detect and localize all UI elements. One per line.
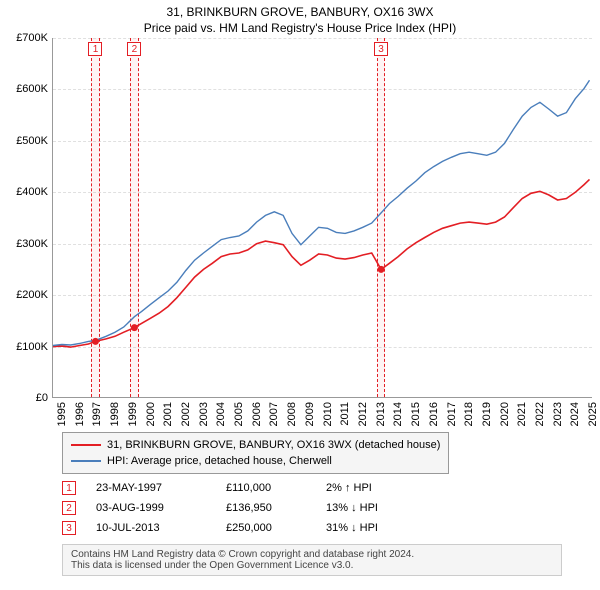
x-tick-label: 2021	[516, 402, 528, 426]
y-tick-label: £300K	[16, 238, 48, 250]
x-axis: 1995 1996 1997 1998 1999 2000 2001 2002 2003 2004…	[52, 398, 592, 426]
x-tick-label: 2011	[339, 402, 351, 426]
x-tick-label: 2017	[446, 402, 458, 426]
y-tick-label: £0	[36, 392, 48, 404]
x-tick-label: 2013	[375, 402, 387, 426]
events-table: 1 23-MAY-1997£110,0002% ↑ HPI 2 03-AUG-1999…	[62, 478, 426, 538]
legend-label: HPI: Average price, detached house, Cher…	[107, 455, 332, 467]
attribution-footer: Contains HM Land Registry data © Crown c…	[62, 544, 562, 576]
x-tick-label: 2010	[322, 402, 334, 426]
x-tick-label: 2024	[569, 402, 581, 426]
chart-title-address: 31, BRINKBURN GROVE, BANBURY, OX16 3WX	[0, 4, 600, 20]
footer-line-1: Contains HM Land Registry data © Crown c…	[71, 549, 553, 560]
x-tick-label: 2001	[162, 402, 174, 426]
x-tick-label: 2015	[410, 402, 422, 426]
x-tick-label: 2014	[392, 402, 404, 426]
y-tick-label: £400K	[16, 186, 48, 198]
y-tick-label: £700K	[16, 32, 48, 44]
chart-area: £0£100K£200K£300K£400K£500K£600K£700K 12…	[0, 38, 600, 426]
event-number-badge: 2	[62, 501, 76, 515]
series-line-property	[53, 179, 590, 347]
x-tick-label: 2016	[428, 402, 440, 426]
event-price: £110,000	[226, 482, 326, 494]
event-price: £250,000	[226, 522, 326, 534]
y-tick-label: £100K	[16, 341, 48, 353]
y-tick-label: £600K	[16, 83, 48, 95]
series-svg	[53, 38, 593, 398]
legend-label: 31, BRINKBURN GROVE, BANBURY, OX16 3WX (…	[107, 439, 440, 451]
y-axis: £0£100K£200K£300K£400K£500K£600K£700K	[0, 38, 52, 426]
event-point	[131, 324, 138, 331]
x-tick-label: 2004	[215, 402, 227, 426]
x-tick-label: 2020	[499, 402, 511, 426]
x-tick-label: 1999	[127, 402, 139, 426]
chart-title-block: 31, BRINKBURN GROVE, BANBURY, OX16 3WX P…	[0, 0, 600, 36]
x-tick-label: 2023	[552, 402, 564, 426]
event-table-row: 1 23-MAY-1997£110,0002% ↑ HPI	[62, 478, 426, 498]
x-tick-label: 2002	[180, 402, 192, 426]
event-table-row: 3 10-JUL-2013£250,00031% ↓ HPI	[62, 518, 426, 538]
event-date: 10-JUL-2013	[96, 522, 226, 534]
x-tick-label: 1998	[109, 402, 121, 426]
plot-area: 123	[52, 38, 592, 398]
x-tick-label: 2003	[198, 402, 210, 426]
y-tick-label: £200K	[16, 289, 48, 301]
event-point	[92, 338, 99, 345]
x-tick-label: 2025	[587, 402, 599, 426]
event-number-badge: 3	[62, 521, 76, 535]
x-tick-label: 2009	[304, 402, 316, 426]
x-tick-label: 2008	[286, 402, 298, 426]
footer-line-2: This data is licensed under the Open Gov…	[71, 560, 553, 571]
x-tick-label: 2005	[233, 402, 245, 426]
x-tick-label: 2006	[251, 402, 263, 426]
x-tick-label: 1996	[74, 402, 86, 426]
event-point	[378, 266, 385, 273]
x-tick-label: 2022	[534, 402, 546, 426]
legend-swatch	[71, 444, 101, 446]
event-delta: 2% ↑ HPI	[326, 482, 426, 494]
chart-subtitle: Price paid vs. HM Land Registry's House …	[0, 20, 600, 36]
event-date: 23-MAY-1997	[96, 482, 226, 494]
event-number-badge: 1	[62, 481, 76, 495]
x-tick-label: 1997	[91, 402, 103, 426]
x-tick-label: 2007	[268, 402, 280, 426]
x-tick-label: 2018	[463, 402, 475, 426]
legend-swatch	[71, 460, 101, 462]
event-price: £136,950	[226, 502, 326, 514]
legend: 31, BRINKBURN GROVE, BANBURY, OX16 3WX (…	[62, 432, 449, 474]
x-tick-label: 2019	[481, 402, 493, 426]
event-delta: 13% ↓ HPI	[326, 502, 426, 514]
event-date: 03-AUG-1999	[96, 502, 226, 514]
event-table-row: 2 03-AUG-1999£136,95013% ↓ HPI	[62, 498, 426, 518]
legend-row: 31, BRINKBURN GROVE, BANBURY, OX16 3WX (…	[71, 437, 440, 453]
x-tick-label: 2000	[145, 402, 157, 426]
event-delta: 31% ↓ HPI	[326, 522, 426, 534]
y-tick-label: £500K	[16, 135, 48, 147]
x-tick-label: 1995	[56, 402, 68, 426]
legend-row: HPI: Average price, detached house, Cher…	[71, 453, 440, 469]
x-tick-label: 2012	[357, 402, 369, 426]
